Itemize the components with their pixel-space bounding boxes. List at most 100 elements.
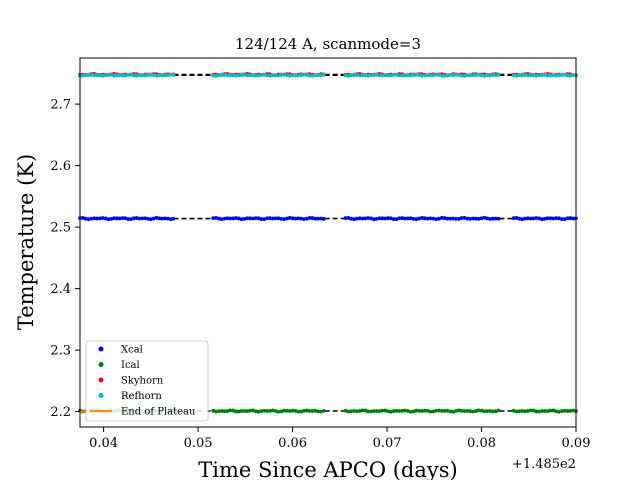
data-point-xcal <box>493 216 498 221</box>
data-point-ical <box>214 409 218 414</box>
data-point-refhorn <box>360 73 365 78</box>
data-point-refhorn <box>248 73 252 78</box>
data-point-xcal <box>366 216 371 220</box>
data-point-refhorn <box>228 73 233 78</box>
data-point-xcal <box>95 216 99 221</box>
legend-marker-xcal <box>98 346 104 352</box>
data-point-xcal <box>343 216 348 221</box>
data-point-refhorn <box>525 73 530 78</box>
data-point-ical <box>371 409 376 413</box>
data-point-xcal <box>307 216 312 220</box>
data-point-xcal <box>434 217 439 222</box>
data-point-xcal <box>157 216 162 221</box>
data-point-refhorn <box>465 73 470 78</box>
data-point-refhorn <box>134 73 139 78</box>
data-point-xcal <box>114 216 119 221</box>
data-point-xcal <box>268 216 272 220</box>
data-point-refhorn <box>163 73 167 78</box>
data-point-xcal <box>525 216 530 221</box>
data-point-ical <box>374 409 379 413</box>
data-point-ical <box>411 409 416 414</box>
data-point-refhorn <box>307 73 312 78</box>
data-point-xcal <box>126 217 131 221</box>
legend: Xcal Ical Skyhorn Refhorn End of Plateau <box>85 340 209 422</box>
data-point-ical <box>417 408 422 413</box>
data-point-xcal <box>248 216 252 221</box>
x-tick-label: 0.09 <box>562 436 591 451</box>
data-point-ical <box>253 409 258 414</box>
data-point-ical <box>259 409 264 414</box>
data-point-refhorn <box>293 73 298 78</box>
data-point-ical <box>568 408 573 413</box>
data-point-ical <box>420 409 424 413</box>
data-point-refhorn <box>434 72 439 77</box>
data-point-ical <box>285 408 289 413</box>
data-point-refhorn <box>485 73 490 78</box>
data-point-ical <box>216 409 221 414</box>
data-point-xcal <box>454 217 458 221</box>
data-point-xcal <box>411 216 416 221</box>
data-point-xcal <box>154 216 159 220</box>
data-point-ical <box>211 408 216 413</box>
chart-title: 124/124 A, scanmode=3 <box>235 35 421 53</box>
data-point-refhorn <box>448 73 453 78</box>
data-point-refhorn <box>302 72 306 77</box>
data-point-xcal <box>225 216 230 221</box>
data-point-xcal <box>403 216 407 221</box>
data-point-xcal <box>140 216 145 221</box>
data-point-refhorn <box>290 73 295 78</box>
data-point-xcal <box>363 216 368 221</box>
x-axis-label: Time Since APCO (days) <box>198 458 457 480</box>
data-point-refhorn <box>354 73 359 77</box>
data-point-ical <box>380 408 385 413</box>
data-point-ical <box>296 409 301 414</box>
legend-label-end-of-plateau: End of Plateau <box>121 407 196 418</box>
data-point-refhorn <box>371 72 376 77</box>
data-point-refhorn <box>496 73 501 77</box>
data-point-refhorn <box>117 73 122 78</box>
data-point-ical <box>352 409 356 413</box>
data-point-xcal <box>106 217 111 222</box>
data-point-xcal <box>146 216 150 221</box>
data-point-refhorn <box>343 73 348 78</box>
data-point-ical <box>434 408 439 413</box>
data-point-xcal <box>360 216 365 221</box>
data-point-refhorn <box>154 73 159 78</box>
data-point-xcal <box>316 216 320 221</box>
data-point-xcal <box>488 217 492 221</box>
data-point-refhorn <box>296 73 301 78</box>
data-point-xcal <box>442 216 447 220</box>
data-point-refhorn <box>473 73 478 77</box>
data-point-refhorn <box>551 73 556 78</box>
data-point-ical <box>256 409 261 414</box>
data-point-xcal <box>479 216 484 221</box>
data-point-xcal <box>313 216 318 221</box>
data-point-ical <box>360 408 365 413</box>
legend-marker-skyhorn <box>98 377 104 383</box>
data-point-refhorn <box>451 73 456 78</box>
data-point-ical <box>476 408 481 413</box>
data-point-xcal <box>287 216 292 220</box>
data-point-ical <box>282 408 286 413</box>
data-point-refhorn <box>528 73 533 78</box>
data-point-refhorn <box>211 73 216 78</box>
data-point-ical <box>316 409 320 414</box>
data-point-xcal <box>391 217 396 221</box>
y-tick-label: 2.5 <box>50 221 71 236</box>
data-point-refhorn <box>471 73 475 78</box>
data-point-xcal <box>250 216 255 221</box>
data-point-refhorn <box>490 73 495 77</box>
data-point-xcal <box>259 217 264 221</box>
data-point-xcal <box>465 216 470 221</box>
data-point-ical <box>428 409 433 414</box>
data-point-xcal <box>211 216 216 221</box>
data-point-ical <box>562 408 567 413</box>
data-point-refhorn <box>245 73 250 78</box>
data-point-xcal <box>97 216 102 221</box>
data-point-refhorn <box>97 73 102 78</box>
data-point-refhorn <box>120 73 125 78</box>
data-point-xcal <box>551 216 556 221</box>
data-point-ical <box>391 409 396 414</box>
data-point-ical <box>354 409 359 414</box>
data-point-ical <box>485 409 490 414</box>
